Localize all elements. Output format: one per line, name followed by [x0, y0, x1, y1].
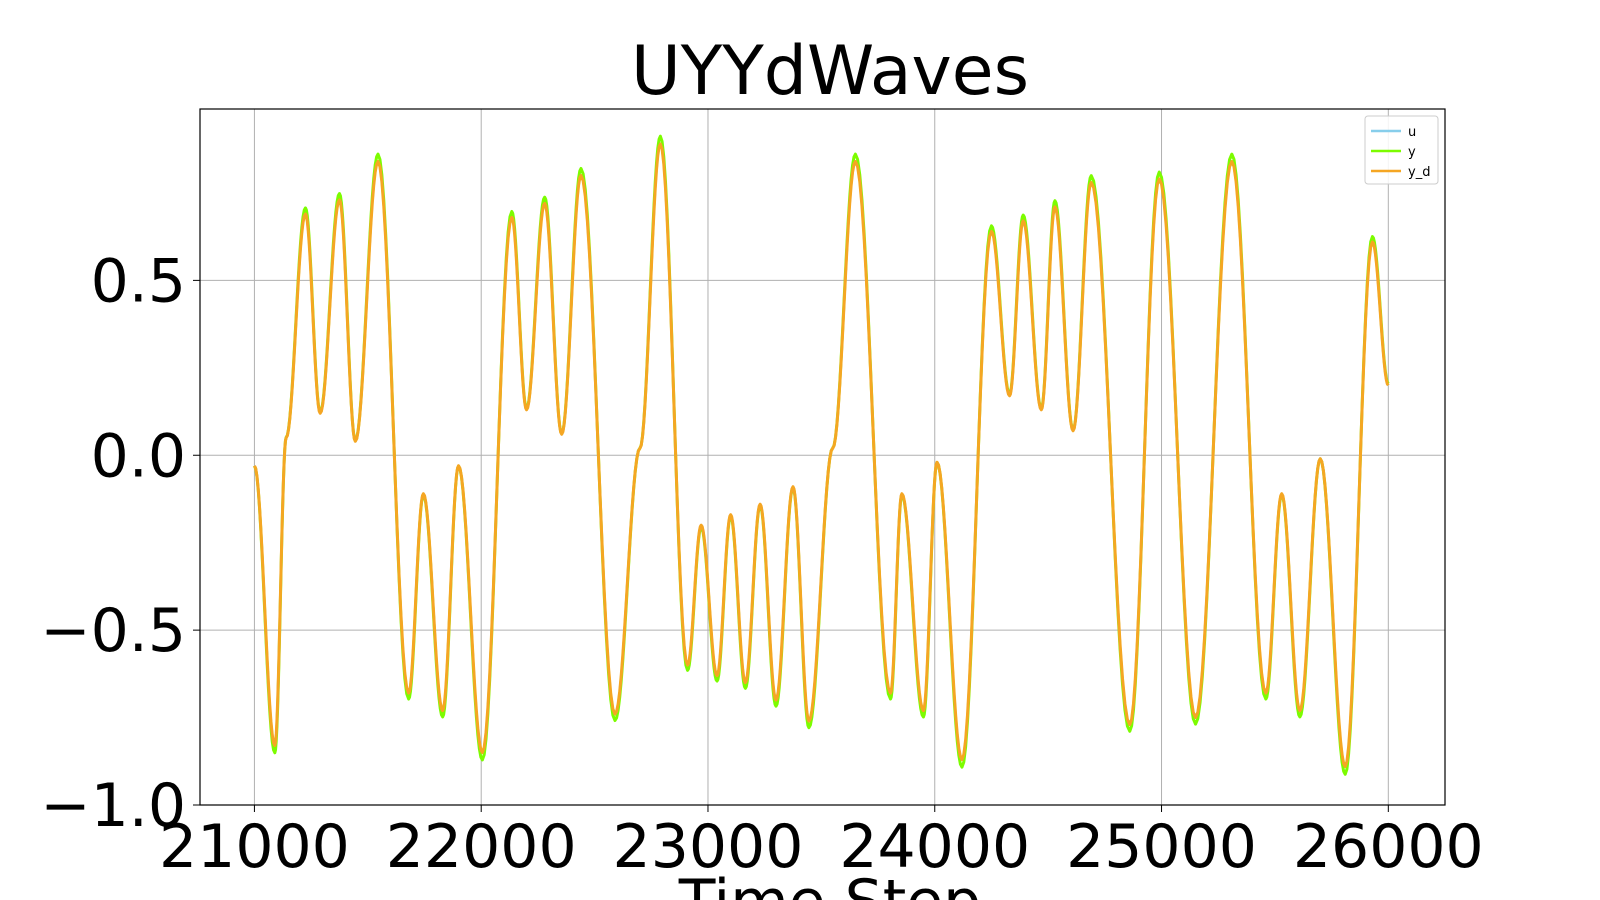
legend-box	[1364, 115, 1439, 185]
x-tick-label: 25000	[1066, 812, 1257, 882]
axis-ticks: 21000 22000 23000 24000 25000 26000 −1.0 −0.5 0.…	[40, 246, 1483, 882]
legend-entry: y_d	[1408, 165, 1430, 180]
y-tick-label: −1.0	[40, 771, 186, 841]
legend-entry: u	[1408, 125, 1416, 140]
plot-area-frame	[199, 108, 1446, 806]
x-tick-label: 26000	[1293, 812, 1484, 882]
series-lines	[253, 134, 1390, 776]
grid-layer	[200, 109, 1445, 806]
y-tick-label: −0.5	[40, 596, 186, 666]
x-tick-label: 21000	[159, 812, 350, 882]
x-axis-label: Time Step	[678, 867, 982, 900]
x-tick-label: 22000	[386, 812, 577, 882]
legend: uy y_d	[1364, 115, 1439, 185]
x-tick-label: 23000	[613, 812, 804, 882]
chart-title: UYYdWaves	[631, 32, 1029, 111]
y-tick-label: 0.5	[91, 246, 186, 316]
x-tick-label: 24000	[839, 812, 1030, 882]
y-tick-label: 0.0	[91, 421, 186, 491]
series-line-y_d	[253, 142, 1390, 769]
legend-entry: y	[1408, 145, 1416, 160]
